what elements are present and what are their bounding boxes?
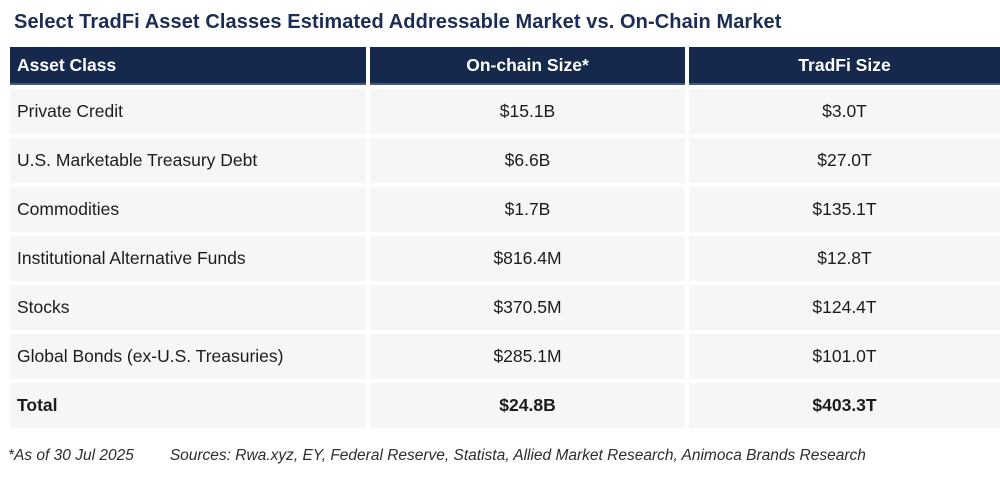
cell-asset-class: Global Bonds (ex-U.S. Treasuries) [10,334,366,379]
cell-onchain-size: $816.4M [370,236,685,281]
cell-onchain-size: $1.7B [370,187,685,232]
cell-onchain-size: $6.6B [370,138,685,183]
cell-total-label: Total [10,383,366,428]
cell-asset-class: Commodities [10,187,366,232]
table-header-row: Asset Class On-chain Size* TradFi Size [10,47,1000,85]
sources-note: Sources: Rwa.xyz, EY, Federal Reserve, S… [169,447,866,464]
cell-asset-class: U.S. Marketable Treasury Debt [10,138,366,183]
header-cell-asset-class: Asset Class [10,47,366,85]
cell-tradfi-size: $124.4T [689,285,1000,330]
table-row: Private Credit $15.1B $3.0T [10,89,1000,134]
as-of-footnote: *As of 30 Jul 2025 [8,447,134,464]
cell-tradfi-size: $135.1T [689,187,1000,232]
footer: *As of 30 Jul 2025 Sources: Rwa.xyz, EY,… [8,447,1000,465]
table-row: Commodities $1.7B $135.1T [10,187,1000,232]
cell-tradfi-size: $27.0T [689,138,1000,183]
cell-total-onchain-size: $24.8B [370,383,685,428]
cell-tradfi-size: $3.0T [689,89,1000,134]
table-total-row: Total $24.8B $403.3T [10,383,1000,428]
market-size-table: Asset Class On-chain Size* TradFi Size P… [10,47,1000,428]
cell-asset-class: Stocks [10,285,366,330]
table-row: U.S. Marketable Treasury Debt $6.6B $27.… [10,138,1000,183]
table-row: Global Bonds (ex-U.S. Treasuries) $285.1… [10,334,1000,379]
cell-tradfi-size: $101.0T [689,334,1000,379]
cell-asset-class: Institutional Alternative Funds [10,236,366,281]
header-cell-onchain-size: On-chain Size* [370,47,685,85]
cell-onchain-size: $15.1B [370,89,685,134]
header-cell-tradfi-size: TradFi Size [689,47,1000,85]
cell-tradfi-size: $12.8T [689,236,1000,281]
cell-onchain-size: $370.5M [370,285,685,330]
cell-onchain-size: $285.1M [370,334,685,379]
table-row: Stocks $370.5M $124.4T [10,285,1000,330]
cell-total-tradfi-size: $403.3T [689,383,1000,428]
cell-asset-class: Private Credit [10,89,366,134]
page-title: Select TradFi Asset Classes Estimated Ad… [14,11,782,33]
table-row: Institutional Alternative Funds $816.4M … [10,236,1000,281]
